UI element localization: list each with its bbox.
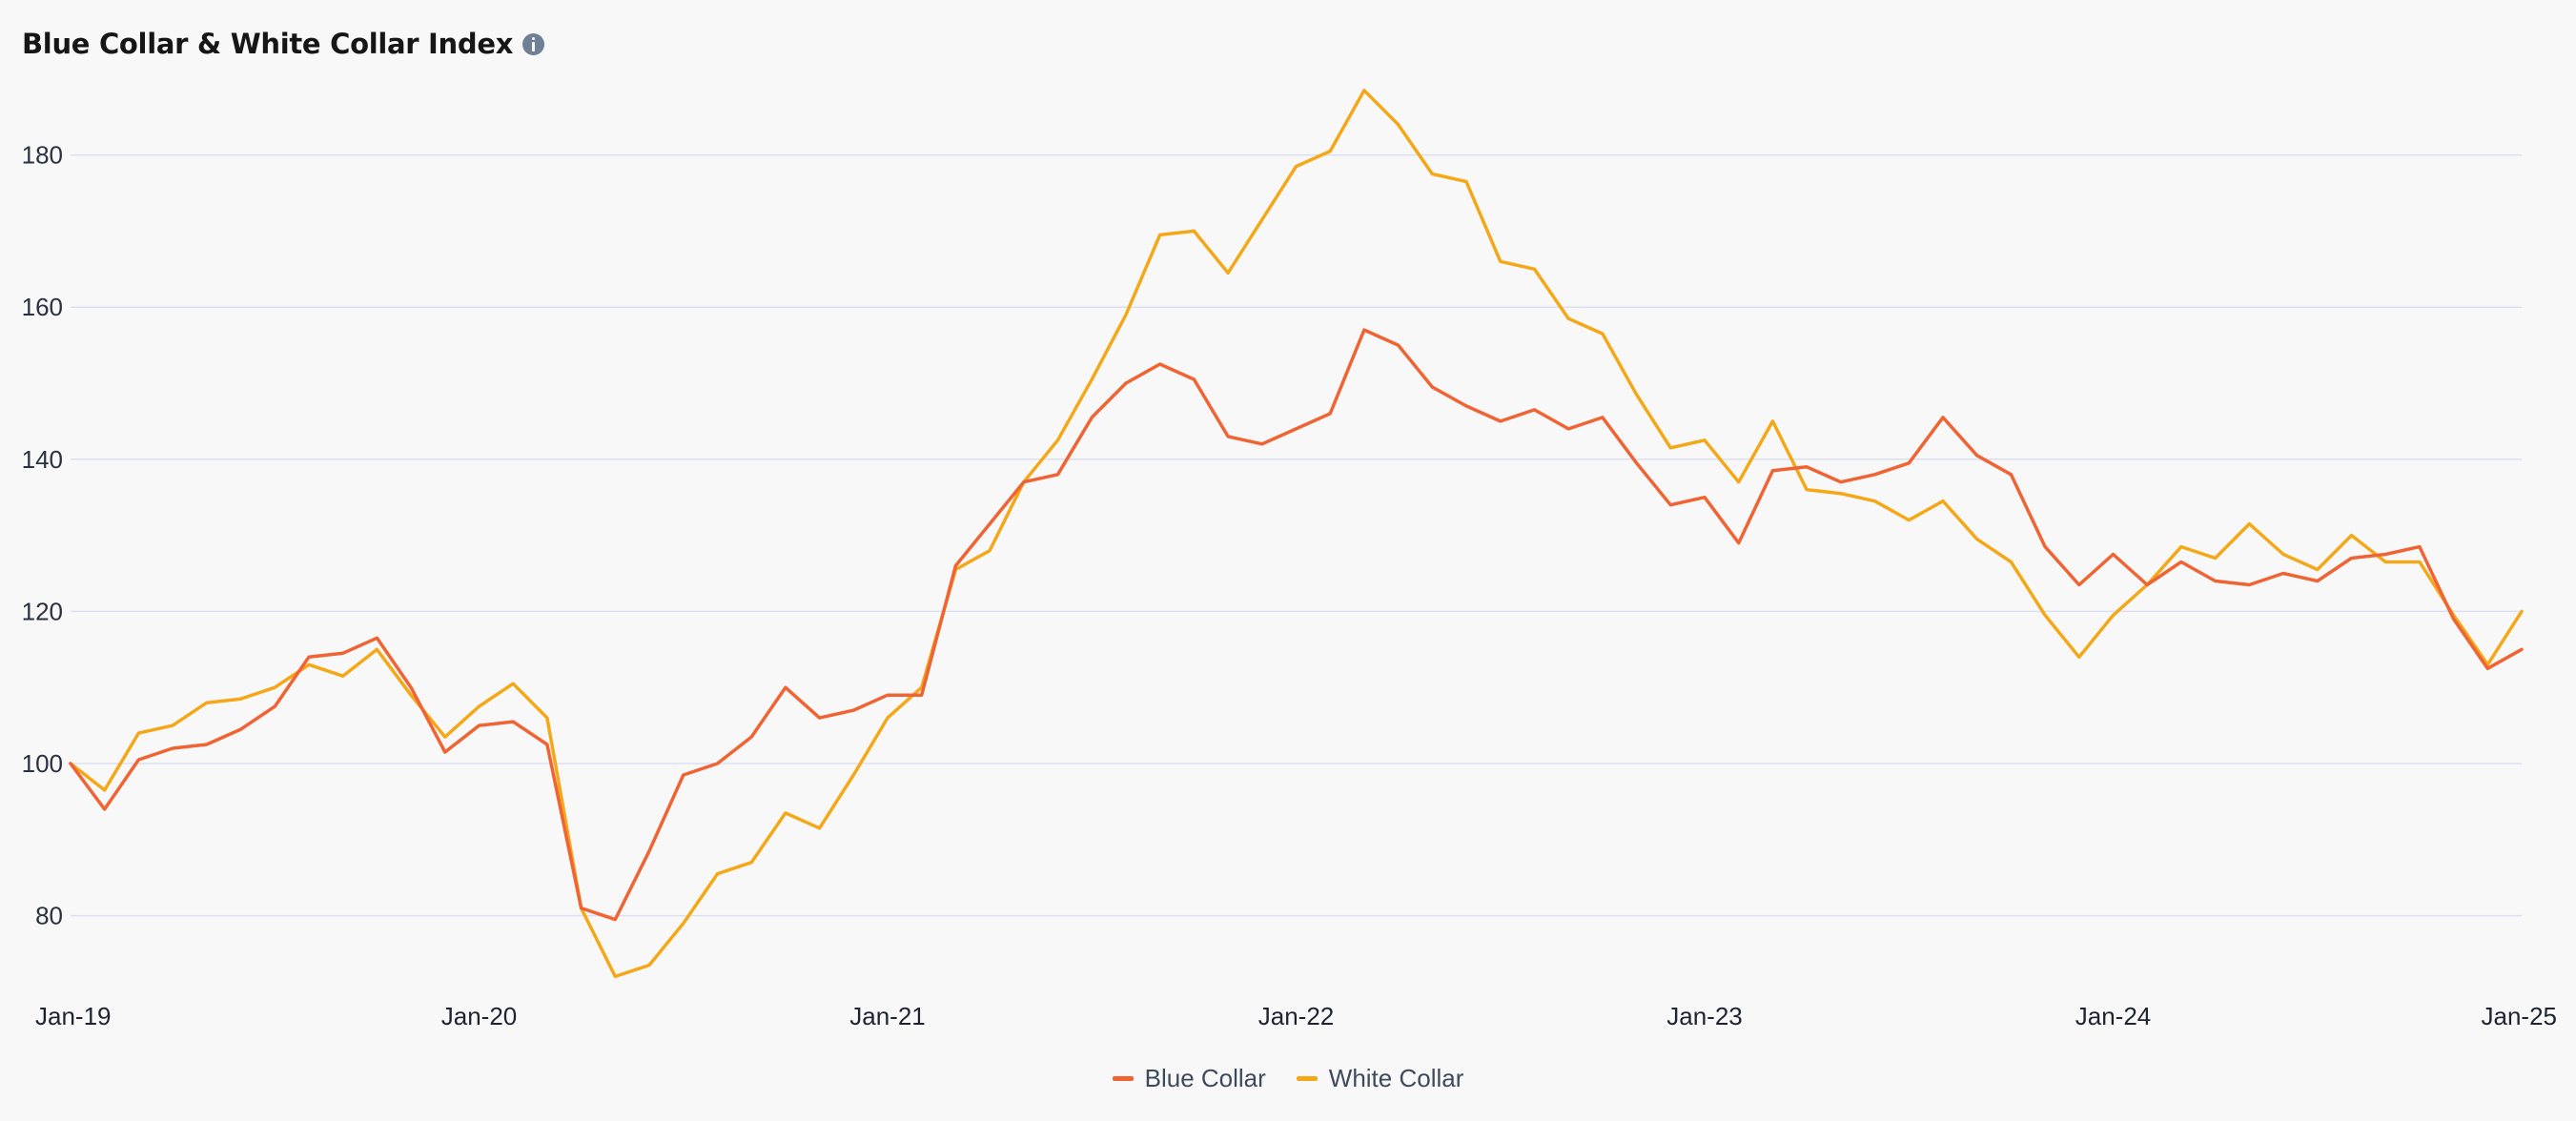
chart-series (69, 89, 2524, 979)
legend-swatch-blue-collar (1112, 1076, 1134, 1081)
y-axis-ticks: 80 100 120 140 160 180 (22, 141, 63, 930)
x-tick-label: Jan-21 (849, 1002, 926, 1030)
y-tick-label: 180 (22, 141, 63, 170)
info-icon[interactable] (522, 32, 545, 55)
chart-title: Blue Collar & White Collar Index (22, 28, 514, 60)
legend-item-blue-collar[interactable]: Blue Collar (1112, 1064, 1266, 1093)
legend-label-blue-collar: Blue Collar (1144, 1064, 1266, 1092)
x-axis-ticks: Jan-19 Jan-20 Jan-21 Jan-22 Jan-23 Jan-24 Jan-… (35, 1002, 2557, 1030)
legend-swatch-white-collar (1296, 1076, 1318, 1081)
legend-item-white-collar[interactable]: White Collar (1296, 1064, 1464, 1093)
series-line-white-collar[interactable] (69, 89, 2524, 979)
legend-label-white-collar: White Collar (1328, 1064, 1464, 1092)
y-tick-label: 80 (35, 902, 63, 930)
x-tick-label: Jan-25 (2482, 1002, 2558, 1030)
x-tick-label: Jan-22 (1258, 1002, 1335, 1030)
x-tick-label: Jan-19 (35, 1002, 112, 1030)
series-line-blue-collar[interactable] (69, 328, 2524, 922)
chart-gridlines (71, 153, 2522, 917)
y-tick-label: 160 (22, 293, 63, 321)
y-tick-label: 100 (22, 749, 63, 778)
x-tick-label: Jan-24 (2075, 1002, 2152, 1030)
x-tick-label: Jan-23 (1666, 1002, 1743, 1030)
y-tick-label: 140 (22, 445, 63, 474)
chart-legend: Blue Collar White Collar (0, 1064, 2576, 1093)
y-tick-label: 120 (22, 597, 63, 625)
x-tick-label: Jan-20 (441, 1002, 518, 1030)
chart-header: Blue Collar & White Collar Index (22, 23, 545, 65)
